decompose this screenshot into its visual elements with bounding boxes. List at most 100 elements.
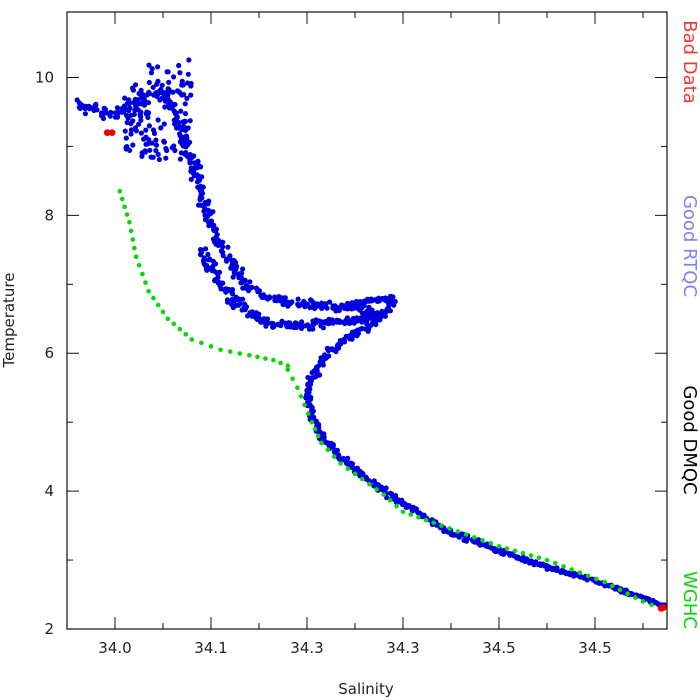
wghc-point — [649, 602, 654, 608]
rtqc-point — [383, 485, 389, 491]
rtqc-point — [180, 139, 186, 145]
rtqc-point — [136, 121, 142, 127]
wghc-point — [237, 351, 243, 356]
wghc-point — [132, 245, 137, 251]
wghc-point — [290, 376, 295, 382]
rtqc-point — [150, 84, 156, 90]
rtqc-point — [127, 147, 133, 153]
legend-label: Good DMQC — [679, 385, 700, 494]
rtqc-point — [178, 108, 184, 114]
rtqc-point — [349, 461, 356, 467]
rtqc-point — [141, 136, 147, 142]
rtqc-point — [299, 319, 305, 325]
wghc-point — [472, 535, 477, 540]
data-points — [74, 57, 668, 612]
rtqc-point — [509, 551, 515, 557]
rtqc-point — [571, 573, 577, 579]
rtqc-point — [166, 79, 172, 85]
rtqc-point — [242, 301, 248, 307]
rtqc-point — [237, 301, 243, 307]
rtqc-point — [146, 62, 152, 68]
wghc-point — [512, 548, 518, 554]
rtqc-point — [171, 117, 177, 123]
rtqc-point — [172, 121, 178, 127]
rtqc-point — [124, 119, 130, 126]
rtqc-point — [204, 267, 210, 273]
wghc-point — [552, 560, 558, 566]
rtqc-point — [159, 82, 165, 88]
rtqc-point — [210, 209, 216, 215]
rtqc-point — [342, 320, 348, 327]
wghc-point — [625, 591, 630, 596]
rtqc-point — [102, 109, 108, 115]
rtqc-point — [231, 298, 237, 304]
rtqc-point — [342, 339, 348, 345]
wghc-point — [569, 567, 574, 572]
rtqc-point — [169, 145, 175, 151]
rtqc-point — [323, 301, 329, 307]
y-axis-label: Temperature — [0, 272, 18, 368]
rtqc-point — [176, 62, 182, 69]
rtqc-point — [337, 338, 343, 344]
wghc-point — [594, 576, 599, 582]
wghc-point — [439, 523, 444, 528]
rtqc-point — [138, 130, 144, 136]
rtqc-point — [245, 288, 252, 294]
wghc-point — [520, 550, 526, 556]
bad-data-point — [103, 129, 111, 137]
rtqc-point — [176, 119, 182, 125]
rtqc-point — [150, 154, 156, 160]
rtqc-point — [318, 302, 325, 308]
wghc-point — [218, 347, 223, 353]
rtqc-point — [238, 280, 244, 286]
bad-data-point — [108, 129, 116, 137]
rtqc-point — [205, 251, 211, 257]
rtqc-point — [185, 71, 191, 77]
rtqc-point — [310, 326, 316, 332]
wghc-point — [146, 288, 151, 294]
rtqc-point — [158, 125, 164, 131]
x-tick-label: 34.1 — [194, 639, 227, 657]
rtqc-point — [82, 111, 88, 117]
wghc-point — [171, 321, 177, 327]
rtqc-point — [351, 332, 357, 338]
wghc-point — [208, 344, 214, 349]
rtqc-point — [130, 87, 136, 93]
x-tick-label: 34.5 — [578, 639, 611, 657]
rtqc-point — [477, 542, 483, 548]
rtqc-point — [201, 208, 207, 214]
wghc-point — [447, 526, 452, 531]
rtqc-point — [197, 247, 204, 253]
rtqc-point — [255, 289, 261, 295]
rtqc-point — [123, 144, 129, 150]
wghc-point — [423, 517, 429, 523]
rtqc-point — [213, 234, 219, 240]
rtqc-point — [171, 108, 177, 114]
rtqc-point — [191, 160, 198, 166]
rtqc-point — [324, 320, 330, 326]
rtqc-point — [115, 111, 121, 117]
rtqc-point — [314, 301, 320, 307]
wghc-point — [263, 356, 268, 361]
rtqc-point — [100, 115, 107, 122]
rtqc-point — [220, 253, 226, 259]
rtqc-point — [143, 127, 149, 133]
rtqc-point — [155, 117, 161, 123]
rtqc-point — [138, 114, 144, 120]
rtqc-point — [153, 137, 159, 143]
rtqc-point — [139, 153, 145, 159]
rtqc-point — [372, 314, 378, 320]
rtqc-point — [202, 262, 208, 268]
wghc-point — [177, 326, 183, 332]
wghc-point — [561, 564, 566, 569]
rtqc-point — [179, 78, 185, 84]
rtqc-point — [164, 147, 170, 154]
legend-label: WGHC — [679, 571, 700, 629]
wghc-point — [128, 228, 134, 234]
wghc-point — [160, 309, 166, 315]
wghc-point — [165, 316, 171, 322]
rtqc-point — [326, 443, 332, 449]
rtqc-point — [239, 307, 245, 313]
rtqc-point — [211, 227, 217, 233]
